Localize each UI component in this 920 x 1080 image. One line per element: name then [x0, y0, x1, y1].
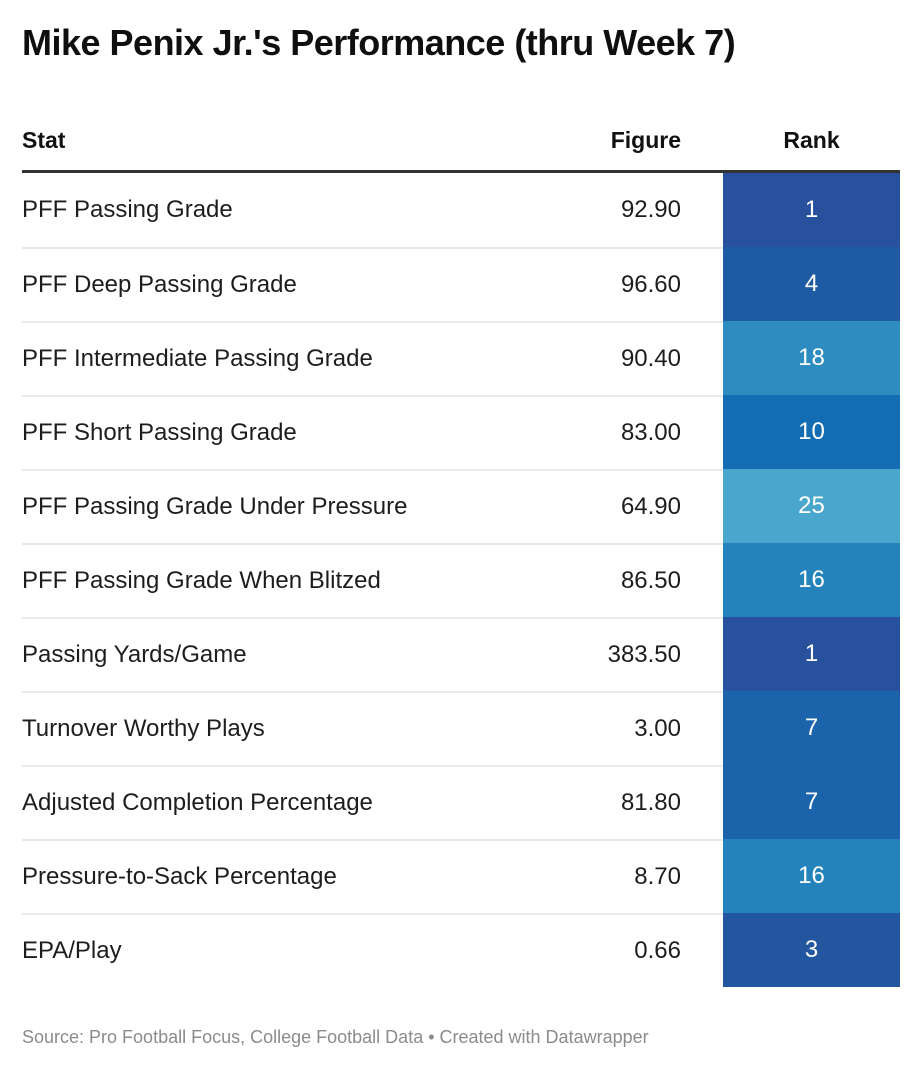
stat-cell: Adjusted Completion Percentage	[22, 789, 373, 817]
rank-cell: 16	[723, 839, 900, 914]
stat-cell: PFF Intermediate Passing Grade	[22, 345, 373, 373]
rank-cell: 1	[723, 617, 900, 692]
stat-cell: PFF Short Passing Grade	[22, 419, 297, 447]
column-header-stat: Stat	[22, 127, 66, 154]
column-header-figure: Figure	[610, 127, 681, 154]
figure-cell: 92.90	[620, 196, 681, 224]
stat-cell: EPA/Play	[22, 937, 122, 965]
table-row: PFF Passing Grade Under Pressure 64.90 25	[22, 469, 900, 544]
row-main: PFF Passing Grade When Blitzed 86.50	[22, 543, 723, 617]
row-main: Turnover Worthy Plays 3.00	[22, 691, 723, 765]
table-body: PFF Passing Grade 92.90 1 PFF Deep Passing …	[22, 173, 900, 988]
table-row: EPA/Play 0.66 3	[22, 913, 900, 988]
figure-cell: 83.00	[620, 419, 681, 447]
rank-cell: 25	[723, 469, 900, 544]
row-main: EPA/Play 0.66	[22, 913, 723, 987]
column-header-rank: Rank	[783, 127, 840, 154]
figure-cell: 90.40	[620, 345, 681, 373]
table-row: Passing Yards/Game 383.50 1	[22, 617, 900, 692]
row-main: PFF Passing Grade 92.90	[22, 173, 723, 247]
rank-cell: 16	[723, 543, 900, 618]
rank-cell: 18	[723, 321, 900, 396]
figure-cell: 0.66	[634, 937, 681, 965]
stat-cell: Pressure-to-Sack Percentage	[22, 863, 337, 891]
stat-cell: PFF Passing Grade Under Pressure	[22, 493, 408, 521]
row-main: Pressure-to-Sack Percentage 8.70	[22, 839, 723, 913]
rank-cell: 7	[723, 765, 900, 840]
figure-cell: 64.90	[620, 493, 681, 521]
table-row: PFF Intermediate Passing Grade 90.40 18	[22, 321, 900, 396]
row-main: PFF Deep Passing Grade 96.60	[22, 247, 723, 321]
figure-cell: 81.80	[620, 789, 681, 817]
table-row: Pressure-to-Sack Percentage 8.70 16	[22, 839, 900, 914]
figure-cell: 86.50	[620, 567, 681, 595]
stats-table: Stat Figure Rank PFF Passing Grade 92.90 1…	[22, 127, 900, 988]
figure-cell: 383.50	[607, 641, 681, 669]
table-row: PFF Deep Passing Grade 96.60 4	[22, 247, 900, 322]
stat-cell: PFF Passing Grade	[22, 196, 233, 224]
rank-cell: 1	[723, 173, 900, 248]
rank-cell: 7	[723, 691, 900, 766]
figure-cell: 3.00	[634, 715, 681, 743]
table-row: PFF Short Passing Grade 83.00 10	[22, 395, 900, 470]
rank-cell: 10	[723, 395, 900, 470]
rank-cell: 3	[723, 913, 900, 988]
chart-title: Mike Penix Jr.'s Performance (thru Week …	[22, 22, 736, 63]
figure-cell: 8.70	[634, 863, 681, 891]
stat-cell: Turnover Worthy Plays	[22, 715, 265, 743]
table-header-row: Stat Figure Rank	[22, 127, 900, 174]
stat-cell: Passing Yards/Game	[22, 641, 247, 669]
table-row: Adjusted Completion Percentage 81.80 7	[22, 765, 900, 840]
source-attribution: Source: Pro Football Focus, College Foot…	[22, 1027, 649, 1048]
row-main: Passing Yards/Game 383.50	[22, 617, 723, 691]
table-row: PFF Passing Grade When Blitzed 86.50 16	[22, 543, 900, 618]
table-row: PFF Passing Grade 92.90 1	[22, 173, 900, 248]
table-row: Turnover Worthy Plays 3.00 7	[22, 691, 900, 766]
row-main: PFF Intermediate Passing Grade 90.40	[22, 321, 723, 395]
row-main: PFF Passing Grade Under Pressure 64.90	[22, 469, 723, 543]
row-main: Adjusted Completion Percentage 81.80	[22, 765, 723, 839]
stat-cell: PFF Passing Grade When Blitzed	[22, 567, 381, 595]
stat-cell: PFF Deep Passing Grade	[22, 271, 297, 299]
row-main: PFF Short Passing Grade 83.00	[22, 395, 723, 469]
figure-cell: 96.60	[620, 271, 681, 299]
rank-cell: 4	[723, 247, 900, 322]
